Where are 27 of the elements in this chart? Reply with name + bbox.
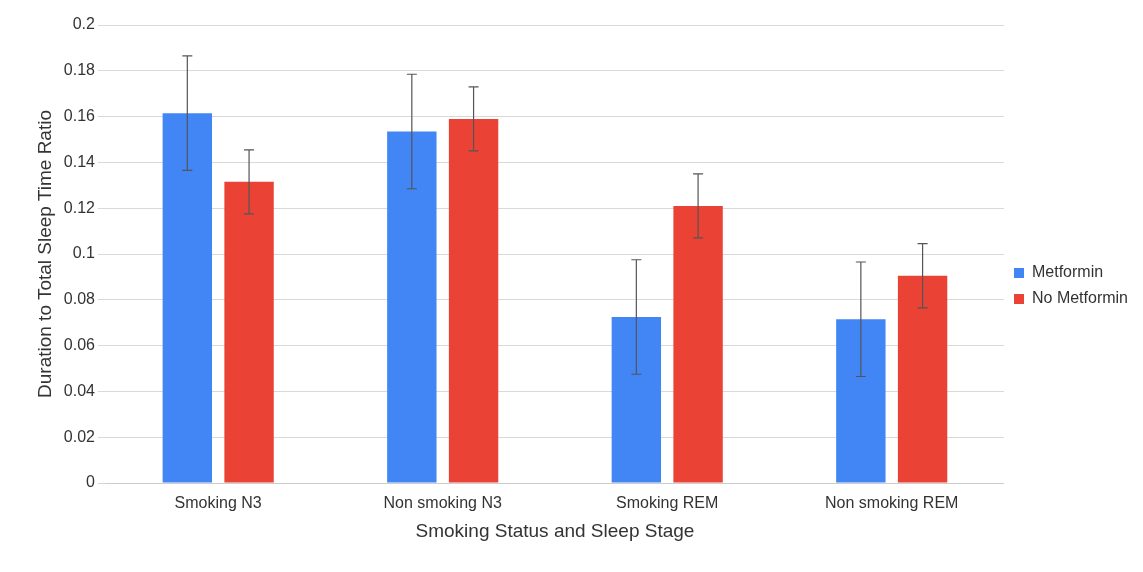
bar <box>162 113 213 483</box>
legend-label: Metformin <box>1031 263 1104 281</box>
y-tick-label: 0.18 <box>63 61 96 79</box>
y-tick-label: 0.2 <box>72 15 96 33</box>
x-tick-label: Smoking REM <box>616 494 719 512</box>
bar <box>673 205 723 483</box>
y-tick-label: 0 <box>86 473 96 491</box>
bar <box>387 131 437 483</box>
x-tick-label: Non smoking REM <box>825 494 959 512</box>
legend-label: No Metformin <box>1031 289 1129 307</box>
x-tick-label: Smoking N3 <box>174 494 262 512</box>
y-tick-label: 0.04 <box>63 381 96 399</box>
y-tick-label: 0.12 <box>63 198 96 216</box>
y-tick-label: 0.16 <box>63 107 96 125</box>
bar <box>897 275 948 483</box>
x-tick-label: Non smoking N3 <box>383 494 502 512</box>
x-axis-title: Smoking Status and Sleep Stage <box>415 519 695 541</box>
y-tick-label: 0.08 <box>63 290 96 308</box>
bar <box>611 316 662 483</box>
y-tick-label: 0.14 <box>63 152 96 170</box>
bar <box>836 319 886 483</box>
bar <box>448 118 499 483</box>
y-tick-label: 0.06 <box>63 336 96 354</box>
y-axis-title: Duration to Total Sleep Time Ratio <box>33 110 55 398</box>
bar <box>224 181 274 483</box>
y-tick-label: 0.1 <box>72 244 96 262</box>
y-tick-label: 0.02 <box>63 427 96 445</box>
